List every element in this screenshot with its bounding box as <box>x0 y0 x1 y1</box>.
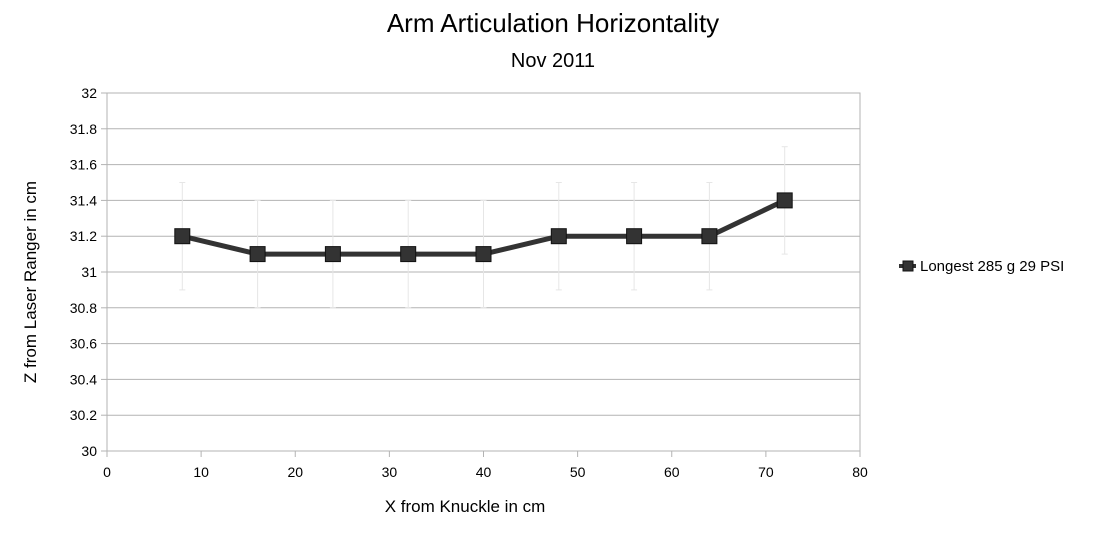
error-bars <box>179 146 788 309</box>
y-tick-label: 30.6 <box>70 336 97 352</box>
x-tick-label: 0 <box>103 464 111 480</box>
chart-subtitle: Nov 2011 <box>511 50 595 72</box>
x-tick-label: 50 <box>570 464 586 480</box>
y-tick-label: 31 <box>81 264 97 280</box>
data-point <box>400 246 417 263</box>
x-tick-label: 60 <box>664 464 680 480</box>
x-tick-label: 30 <box>382 464 398 480</box>
data-point <box>475 246 492 263</box>
series-group <box>174 192 793 263</box>
x-axis-ticks: 0 10 20 30 40 50 60 70 80 <box>103 451 868 480</box>
y-axis-ticks: 30 30.2 30.4 30.6 30.8 31 31.2 31.4 31.6 31.8 32 <box>70 85 107 459</box>
data-point <box>701 228 718 245</box>
data-point <box>249 246 266 263</box>
x-tick-label: 10 <box>193 464 209 480</box>
y-tick-label: 32 <box>81 85 97 101</box>
y-tick-label: 31.2 <box>70 228 97 244</box>
legend: Longest 285 g 29 PSI <box>899 258 1064 275</box>
y-tick-label: 30.4 <box>70 371 97 387</box>
x-tick-label: 80 <box>852 464 868 480</box>
data-point <box>776 192 793 209</box>
legend-label: Longest 285 g 29 PSI <box>920 258 1064 275</box>
y-tick-label: 31.4 <box>70 192 97 208</box>
x-tick-label: 70 <box>758 464 774 480</box>
y-tick-label: 30.8 <box>70 300 97 316</box>
y-tick-label: 31.8 <box>70 121 97 137</box>
y-tick-label: 31.6 <box>70 157 97 173</box>
y-tick-label: 30 <box>81 443 97 459</box>
data-point <box>174 228 191 245</box>
data-point <box>626 228 643 245</box>
y-tick-label: 30.2 <box>70 407 97 423</box>
x-tick-label: 20 <box>287 464 303 480</box>
legend-marker <box>902 260 914 272</box>
y-axis-label: Z from Laser Ranger in cm <box>21 181 40 383</box>
data-point <box>324 246 341 263</box>
chart-title: Arm Articulation Horizontality <box>387 8 719 38</box>
x-tick-label: 40 <box>476 464 492 480</box>
data-point <box>550 228 567 245</box>
x-axis-label: X from Knuckle in cm <box>385 497 546 516</box>
